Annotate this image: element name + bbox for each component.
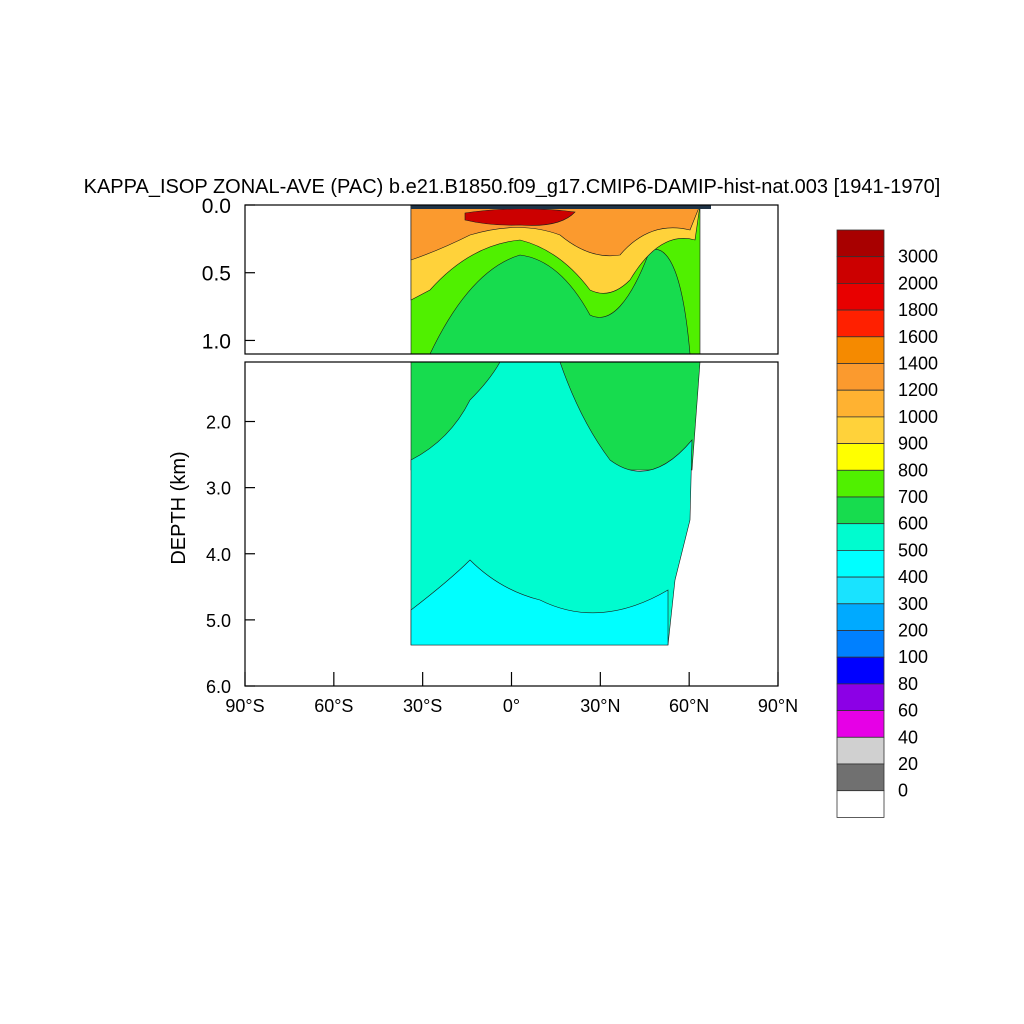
colorbar-swatch [836,710,885,738]
y-tick-label: 4.0 [206,545,231,565]
upper-panel-contours [410,205,711,354]
surface-mixed-layer [411,205,711,209]
colorbar-label: 700 [898,487,928,507]
colorbar-swatch [836,683,885,712]
upper-panel-frame [244,204,779,355]
colorbar-swatch [836,790,885,818]
colorbar-swatch [836,630,885,658]
chart-title: KAPPA_ISOP ZONAL-AVE (PAC) b.e21.B1850.f… [84,176,941,198]
colorbar-swatch [836,550,885,578]
colorbar-label: 200 [898,621,928,641]
colorbar-label: 1600 [898,327,938,347]
colorbar: 3000200018001600140012001000900800700600… [836,229,938,818]
x-tick-label: 0° [503,696,520,716]
colorbar-label: 1200 [898,380,938,400]
colorbar-label: 1000 [898,407,938,427]
y-tick-label: 6.0 [206,677,231,697]
colorbar-label: 0 [898,781,908,801]
colorbar-swatch [836,443,885,471]
colorbar-swatch [836,576,885,605]
colorbar-swatch [836,523,885,551]
y-tick-label: 3.0 [206,479,231,499]
x-tick-label: 90°S [225,696,264,716]
colorbar-swatch [836,496,885,525]
y-tick-label: 2.0 [206,413,231,433]
colorbar-swatch [836,309,885,338]
colorbar-swatch [836,229,885,258]
colorbar-label: 500 [898,540,928,560]
colorbar-label: 1400 [898,354,938,374]
y-tick-label: 0.5 [202,263,231,286]
axes: 90°S 60°S 30°S 0° 30°N 60°N 90°N 0.0 0.5 1.0 2.0 3.… [202,195,798,716]
colorbar-label: 100 [898,647,928,667]
colorbar-swatch [836,282,885,311]
y-tick-label: 1.0 [202,330,231,353]
colorbar-swatch [836,763,885,792]
colorbar-swatch [836,603,885,631]
y-tick-label: 5.0 [206,611,231,631]
colorbar-swatch [836,736,885,765]
lower-panel-contours [410,362,701,646]
colorbar-swatch [836,336,885,364]
colorbar-label: 800 [898,460,928,480]
colorbar-label: 400 [898,567,928,587]
colorbar-label: 300 [898,594,928,614]
colorbar-label: 600 [898,514,928,534]
y-axis-label: DEPTH (km) [168,451,190,564]
x-tick-label: 60°S [314,696,353,716]
colorbar-label: 80 [898,674,918,694]
colorbar-label: 20 [898,754,918,774]
y-tick-label: 0.0 [202,195,231,218]
colorbar-swatch [836,256,885,284]
colorbar-swatch [836,389,885,418]
colorbar-swatch [836,656,885,685]
x-tick-label: 90°N [758,696,798,716]
colorbar-label: 40 [898,727,918,747]
contour-bottom-layer [410,559,669,646]
colorbar-swatch [836,363,885,391]
x-tick-label: 60°N [669,696,709,716]
contour-intermediate-water [429,248,691,354]
x-tick-label: 30°N [580,696,620,716]
colorbar-label: 60 [898,701,918,721]
colorbar-label: 3000 [898,247,938,267]
colorbar-label: 1800 [898,300,938,320]
colorbar-swatch [836,469,885,498]
colorbar-swatch [836,416,885,444]
colorbar-label: 900 [898,434,928,454]
x-tick-label: 30°S [403,696,442,716]
colorbar-label: 2000 [898,273,938,293]
